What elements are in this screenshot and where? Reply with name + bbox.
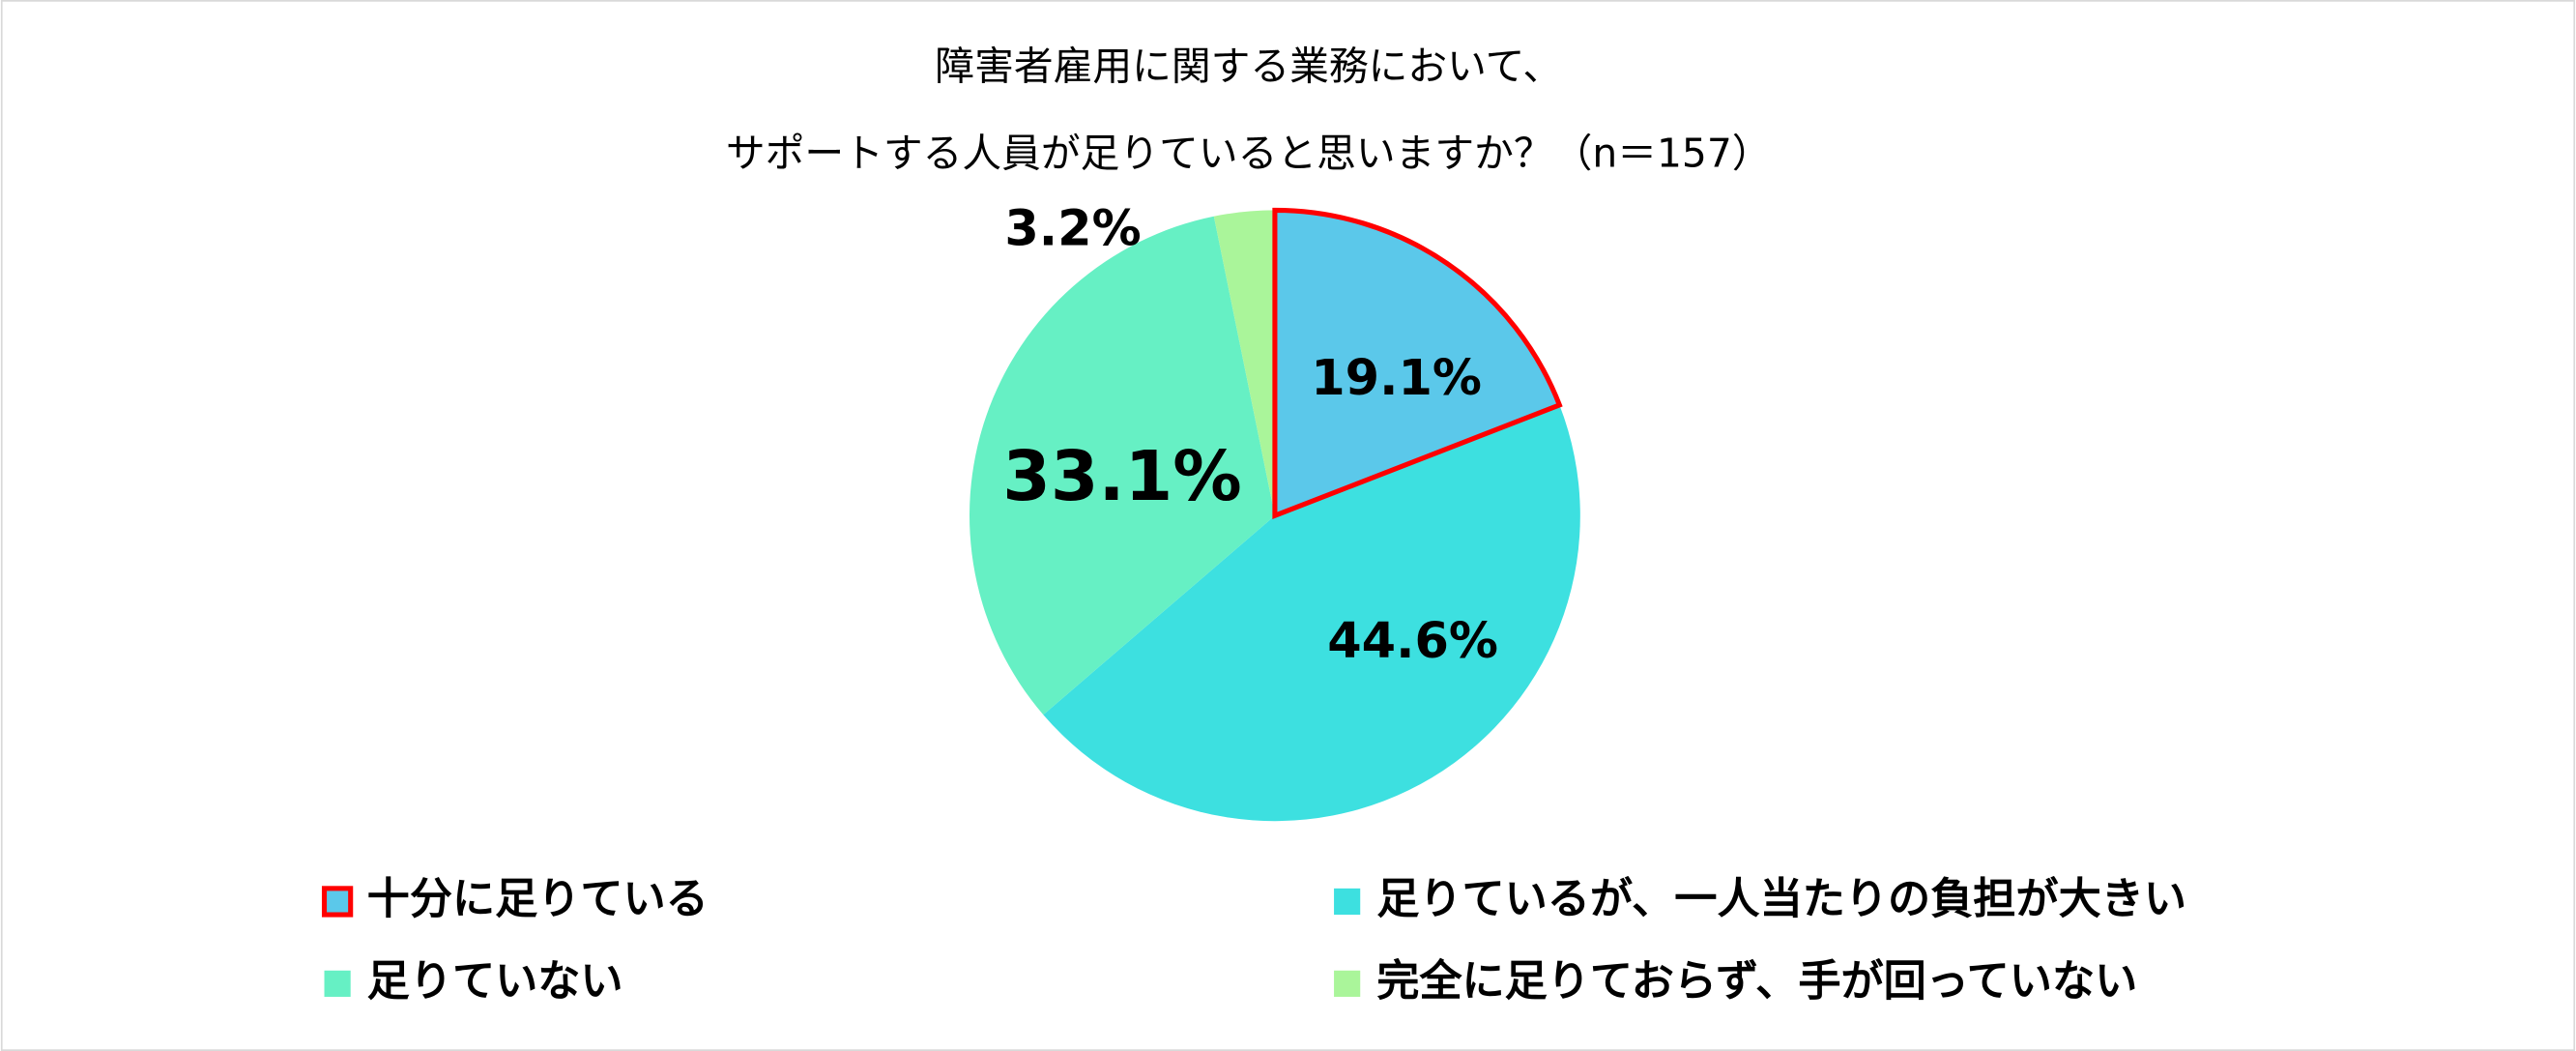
pie-slice [970, 216, 1275, 715]
legend-label: 完全に足りておらず、手が回っていない [1376, 956, 2137, 1006]
legend-label: 十分に足りている [367, 874, 709, 923]
data-label: 19.1% [1311, 350, 1482, 407]
legend-label: 足りているが、一人当たりの負担が大きい [1376, 874, 2186, 923]
legend-swatch [1334, 888, 1361, 916]
chart-title: 障害者雇用に関する業務において、 [935, 43, 1562, 89]
legend-swatch [1334, 970, 1361, 997]
data-label: 33.1% [1002, 436, 1241, 516]
data-label: 44.6% [1327, 613, 1498, 670]
pie-slice [1043, 404, 1580, 822]
legend-swatch [324, 970, 351, 997]
legend-swatch [321, 886, 354, 918]
slice-outline [1272, 207, 1563, 520]
pie-slice [1213, 210, 1275, 516]
chart-title: サポートする人員が足りていると思いますか？（n＝157） [726, 130, 1772, 176]
pie-slice [1274, 210, 1560, 516]
data-label: 3.2% [1004, 200, 1141, 257]
legend-label: 足りていない [367, 956, 623, 1006]
